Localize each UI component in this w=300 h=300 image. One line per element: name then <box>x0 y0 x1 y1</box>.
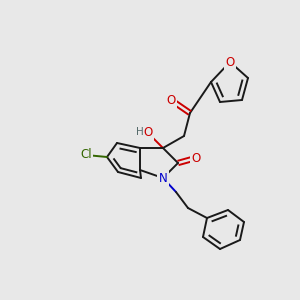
Text: N: N <box>159 172 167 184</box>
Text: Cl: Cl <box>80 148 92 161</box>
Text: O: O <box>143 127 153 140</box>
Text: H: H <box>136 127 144 137</box>
Text: O: O <box>167 94 176 106</box>
Text: O: O <box>191 152 201 164</box>
Text: O: O <box>225 56 235 68</box>
